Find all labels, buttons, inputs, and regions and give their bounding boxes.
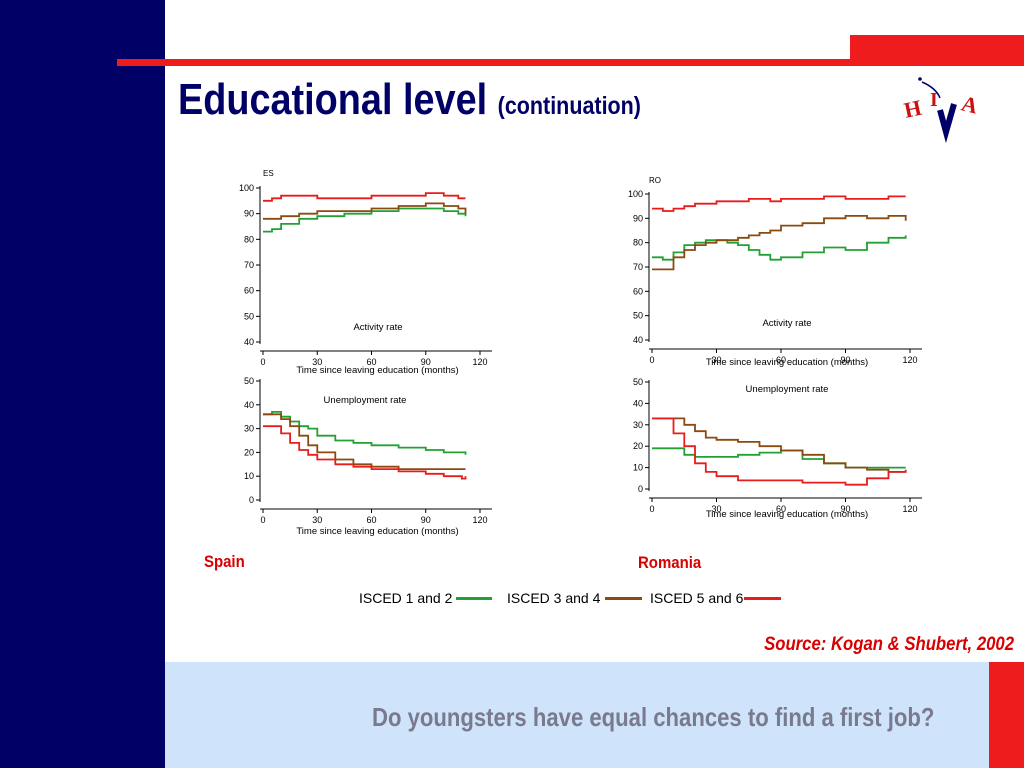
top-red-rule bbox=[117, 59, 850, 66]
x-tick-label: 30 bbox=[312, 515, 322, 525]
series-line-isced56 bbox=[652, 417, 907, 486]
x-tick-label: 60 bbox=[366, 357, 376, 367]
axes: 40 50 60 70 80 90 100 0 30 60 90 120 bbox=[628, 189, 922, 365]
y-tick-label: 0 bbox=[638, 484, 643, 494]
hiva-logo: H I A bbox=[902, 77, 981, 144]
y-tick-label: 50 bbox=[244, 376, 254, 386]
x-tick-label: 0 bbox=[649, 355, 654, 365]
legend-line-isced12 bbox=[456, 597, 492, 600]
svg-text:A: A bbox=[959, 90, 981, 118]
x-axis-label: Time since leaving education (months) bbox=[706, 509, 868, 520]
x-tick-label: 90 bbox=[421, 515, 431, 525]
chart-title: Unemployment rate bbox=[324, 395, 407, 406]
svg-text:H: H bbox=[902, 95, 924, 123]
y-tick-label: 20 bbox=[633, 441, 643, 451]
legend-line-isced56 bbox=[744, 597, 781, 600]
y-tick-label: 70 bbox=[633, 262, 643, 272]
x-tick-label: 30 bbox=[312, 357, 322, 367]
series-line-isced34 bbox=[263, 202, 467, 220]
y-tick-label: 50 bbox=[633, 377, 643, 387]
y-tick-label: 20 bbox=[244, 447, 254, 457]
x-tick-label: 90 bbox=[840, 504, 850, 514]
chart-es-unemployment: 0 10 20 30 40 50 0 30 60 90 120 Time since leaving … bbox=[244, 376, 492, 537]
y-tick-label: 60 bbox=[244, 286, 254, 296]
axes: 0 10 20 30 40 50 0 30 60 90 120 bbox=[633, 377, 922, 514]
legend-line-isced34 bbox=[605, 597, 642, 600]
axes: 40 50 60 70 80 90 100 0 30 60 90 120 bbox=[239, 183, 492, 367]
y-tick-label: 100 bbox=[239, 183, 254, 193]
y-tick-label: 80 bbox=[244, 234, 254, 244]
chart-es-activity: 40 50 60 70 80 90 100 0 30 60 90 120 Time since leav… bbox=[239, 169, 492, 376]
x-tick-label: 60 bbox=[776, 355, 786, 365]
chart-ro-activity: 40 50 60 70 80 90 100 0 30 60 90 120 Time since leav… bbox=[628, 176, 922, 368]
x-tick-label: 90 bbox=[840, 355, 850, 365]
series-line-isced12 bbox=[263, 207, 467, 233]
y-tick-label: 30 bbox=[244, 424, 254, 434]
y-tick-label: 40 bbox=[244, 400, 254, 410]
y-tick-label: 90 bbox=[244, 209, 254, 219]
y-tick-label: 0 bbox=[249, 495, 254, 505]
chart-ro-unemployment: 0 10 20 30 40 50 0 30 60 90 120 Time since leaving … bbox=[633, 377, 922, 520]
series-line-isced34 bbox=[652, 417, 906, 473]
y-tick-label: 40 bbox=[244, 337, 254, 347]
y-tick-label: 30 bbox=[633, 420, 643, 430]
x-axis-label: Time since leaving education (months) bbox=[296, 526, 458, 537]
svg-text:I: I bbox=[930, 89, 938, 111]
x-tick-label: 120 bbox=[902, 355, 917, 365]
source-citation: Source: Kogan & Shubert, 2002 bbox=[764, 634, 1014, 655]
chart-title: Unemployment rate bbox=[746, 384, 829, 395]
x-tick-label: 30 bbox=[711, 355, 721, 365]
series-line-isced56 bbox=[263, 425, 467, 480]
title-main: Educational level bbox=[178, 75, 488, 124]
x-tick-label: 0 bbox=[260, 357, 265, 367]
y-tick-label: 60 bbox=[633, 286, 643, 296]
y-tick-label: 10 bbox=[244, 471, 254, 481]
top-red-block bbox=[850, 35, 1024, 66]
series-line-isced34 bbox=[652, 215, 907, 271]
legend-label-isced56: ISCED 5 and 6 bbox=[650, 590, 744, 606]
chart-title: Activity rate bbox=[353, 322, 402, 333]
axes: 0 10 20 30 40 50 0 30 60 90 120 bbox=[244, 376, 492, 525]
country-code: ES bbox=[263, 169, 274, 178]
x-axis-label: Time since leaving education (months) bbox=[706, 357, 868, 368]
series-line-isced34 bbox=[263, 413, 466, 470]
chart-title: Activity rate bbox=[762, 318, 811, 329]
x-axis-label: Time since leaving education (months) bbox=[296, 365, 458, 376]
footer-band bbox=[165, 662, 989, 768]
left-navy-bar bbox=[0, 0, 165, 768]
country-label-romania: Romania bbox=[638, 553, 702, 572]
y-tick-label: 50 bbox=[633, 311, 643, 321]
x-tick-label: 0 bbox=[260, 515, 265, 525]
y-tick-label: 70 bbox=[244, 260, 254, 270]
x-tick-label: 120 bbox=[472, 515, 487, 525]
y-tick-label: 40 bbox=[633, 398, 643, 408]
footer-question: Do youngsters have equal chances to find… bbox=[372, 702, 935, 732]
x-tick-label: 60 bbox=[366, 515, 376, 525]
y-tick-label: 100 bbox=[628, 189, 643, 199]
series-line-isced12 bbox=[652, 235, 907, 261]
y-tick-label: 90 bbox=[633, 213, 643, 223]
y-tick-label: 40 bbox=[633, 335, 643, 345]
legend-label-isced12: ISCED 1 and 2 bbox=[359, 590, 453, 606]
footer-red-block bbox=[989, 662, 1024, 768]
x-tick-label: 0 bbox=[649, 504, 654, 514]
legend-label-isced34: ISCED 3 and 4 bbox=[507, 590, 601, 606]
y-tick-label: 50 bbox=[244, 311, 254, 321]
x-tick-label: 30 bbox=[711, 504, 721, 514]
series-line-isced56 bbox=[263, 192, 466, 202]
title-sub: (continuation) bbox=[497, 92, 641, 120]
x-tick-label: 120 bbox=[472, 357, 487, 367]
x-tick-label: 60 bbox=[776, 504, 786, 514]
slide-title: Educational level (continuation) bbox=[178, 78, 641, 122]
country-label-spain: Spain bbox=[204, 552, 245, 571]
y-tick-label: 80 bbox=[633, 238, 643, 248]
series-line-isced12 bbox=[652, 447, 906, 469]
series-line-isced12 bbox=[263, 411, 467, 455]
country-code: RO bbox=[649, 176, 661, 185]
y-tick-label: 10 bbox=[633, 463, 643, 473]
x-tick-label: 90 bbox=[421, 357, 431, 367]
series-line-isced56 bbox=[652, 195, 906, 212]
x-tick-label: 120 bbox=[902, 504, 917, 514]
